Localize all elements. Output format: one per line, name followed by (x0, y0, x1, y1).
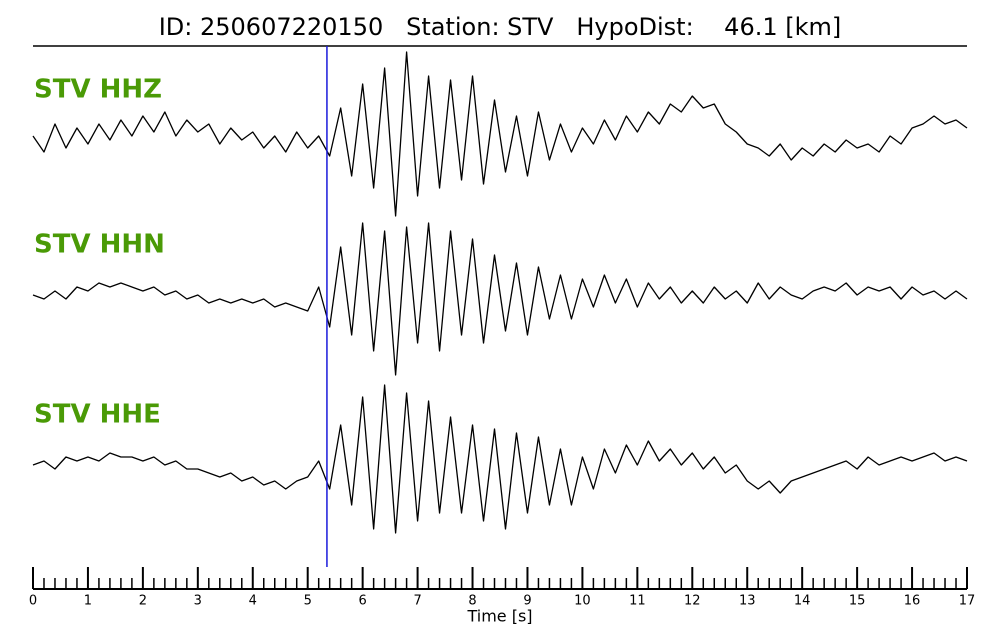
x-tick-label: 14 (794, 594, 811, 609)
x-tick-label: 9 (523, 594, 531, 609)
x-tick-label: 7 (413, 594, 421, 609)
x-tick-label: 6 (359, 594, 367, 609)
trace-label: STV HHZ (34, 75, 162, 105)
x-tick-label: 17 (959, 594, 976, 609)
x-tick-label: 16 (904, 594, 921, 609)
x-tick-label: 15 (849, 594, 866, 609)
x-tick-label: 13 (739, 594, 756, 609)
x-tick-label: 5 (304, 594, 312, 609)
chart-title: ID: 250607220150 Station: STV HypoDist: … (159, 13, 842, 41)
x-tick-label: 0 (29, 594, 37, 609)
x-tick-label: 8 (468, 594, 476, 609)
x-axis-label: Time [s] (466, 607, 532, 626)
x-tick-label: 3 (194, 594, 202, 609)
trace-label: STV HHN (34, 230, 165, 260)
x-tick-label: 2 (139, 594, 147, 609)
x-tick-label: 11 (629, 594, 646, 609)
trace-label: STV HHE (34, 400, 161, 430)
x-tick-label: 4 (249, 594, 257, 609)
waveform (32, 384, 968, 534)
x-tick-label: 1 (84, 594, 92, 609)
waveform (32, 222, 968, 376)
x-tick-label: 10 (574, 594, 591, 609)
x-tick-label: 12 (684, 594, 701, 609)
waveform (32, 51, 968, 217)
